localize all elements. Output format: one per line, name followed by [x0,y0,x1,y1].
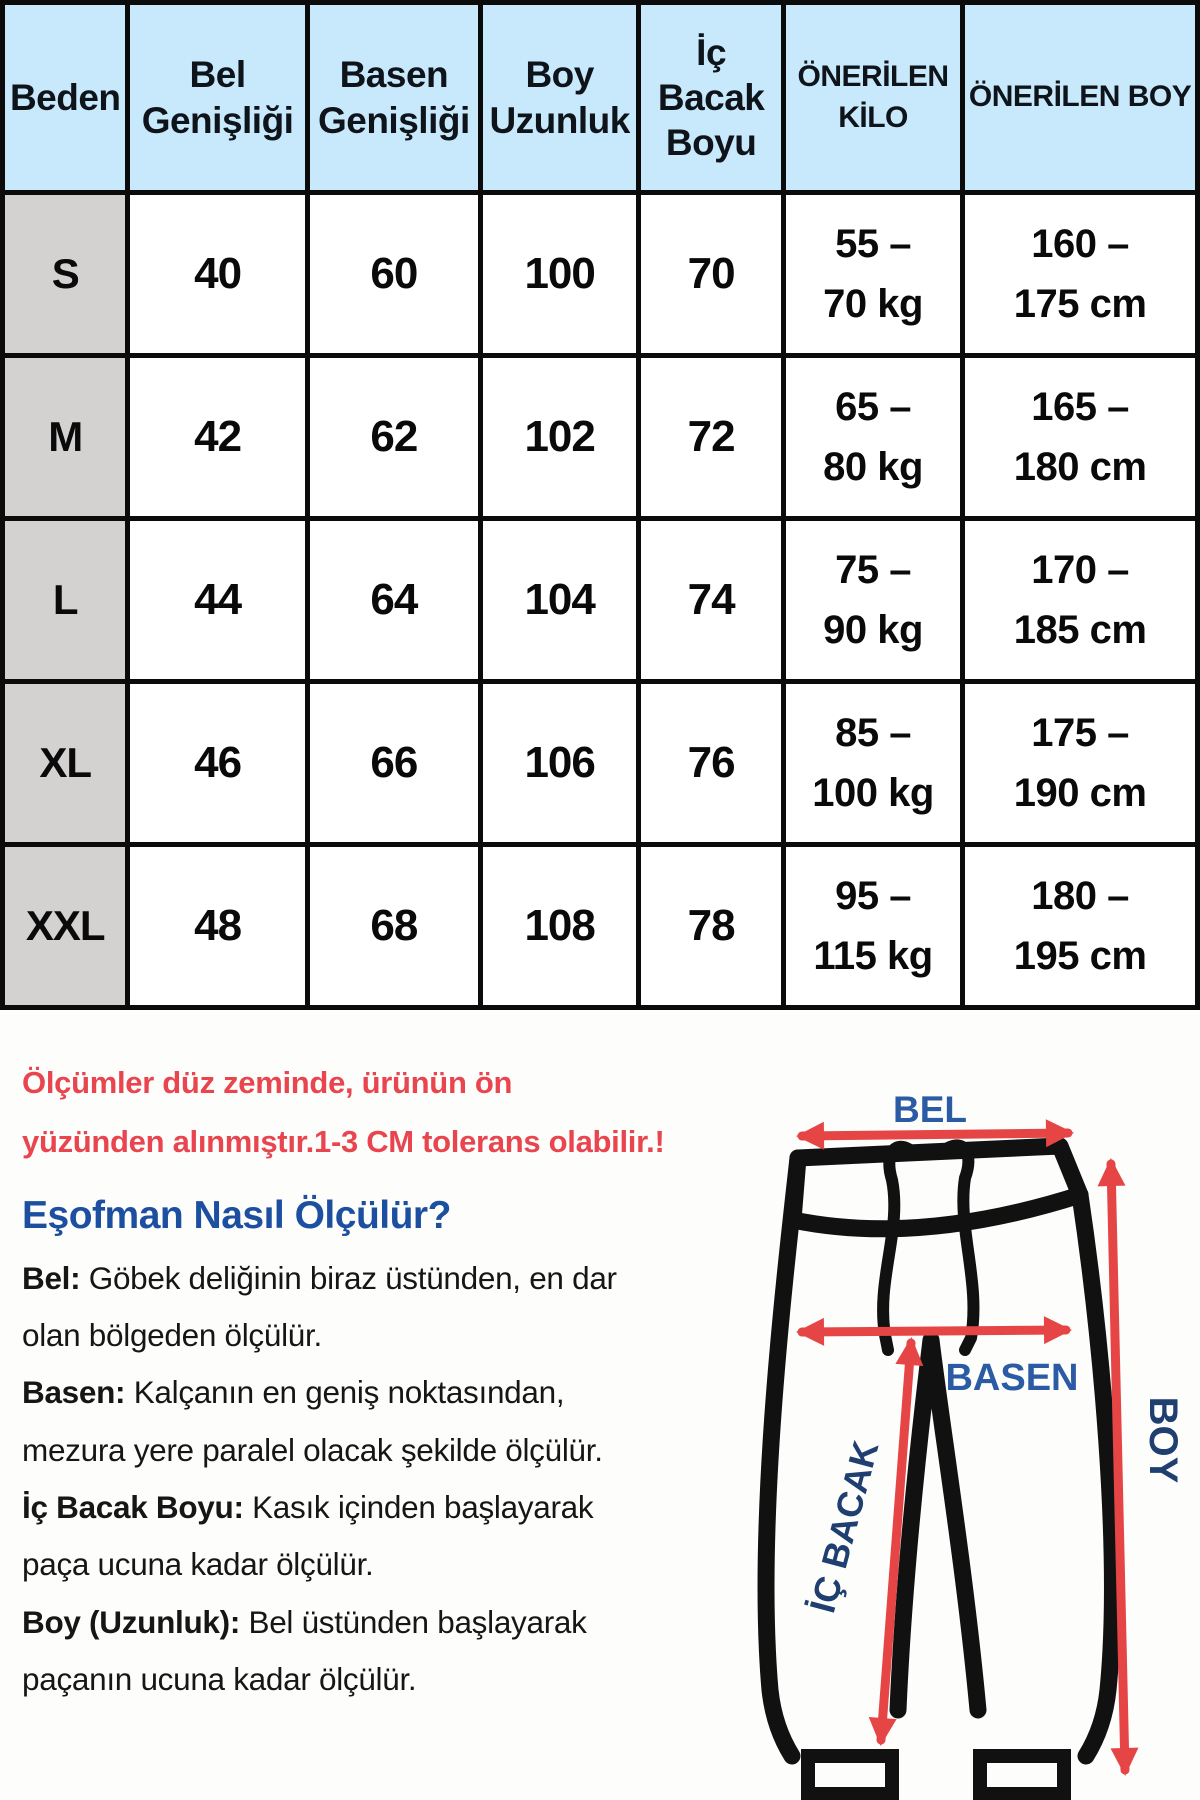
cell-ic-bacak: 74 [636,516,786,684]
header-boy-uzunluk: Boy Uzunluk [477,0,642,195]
pants-measurement-diagram: BEL BASEN BOY İÇ BACAK [757,1089,1185,1800]
cell-boy-araligi: 175 – 190 cm [960,679,1200,847]
cell-size: L [0,516,131,684]
table-row-s: S 40 60 100 70 55 – 70 kg 160 – 175 cm [0,190,1200,358]
cell-kilo: 95 – 115 kg [780,842,966,1010]
drawstring-right [942,1139,980,1356]
cell-size: XL [0,679,131,847]
bel-label: BEL [893,1089,967,1130]
bel-arrow [796,1119,1074,1150]
note-ic-bacak-term: İç Bacak Boyu: [22,1489,244,1526]
note-bel: Bel: Göbek deliğinin biraz üstünden, en … [22,1250,702,1365]
note-basen-term: Basen: [22,1374,126,1411]
left-cuff [801,1749,899,1800]
cell-kilo: 65 – 80 kg [780,353,966,521]
table-row-l: L 44 64 104 74 75 – 90 kg 170 – 185 cm [0,516,1200,684]
ic-bacak-arrow [868,1337,924,1746]
cell-kilo: 55 – 70 kg [780,190,966,358]
header-basen-genisligi: Basen Genişliği [304,0,483,195]
table-row-xl: XL 46 66 106 76 85 – 100 kg 175 – 190 cm [0,679,1200,847]
cell-boy: 100 [477,190,642,358]
left-leg-outer [757,1149,807,1765]
basen-arrow [796,1316,1072,1346]
right-cuff [973,1749,1071,1800]
cell-bel: 48 [125,842,310,1010]
howto-heading: Eşofman Nasıl Ölçülür? [22,1193,451,1237]
cell-boy: 106 [477,679,642,847]
cell-ic-bacak: 70 [636,190,786,358]
cell-bel: 46 [125,679,310,847]
cell-bel: 42 [125,353,310,521]
cell-kilo: 75 – 90 kg [780,516,966,684]
header-beden: Beden [0,0,131,195]
ic-bacak-label: İÇ BACAK [801,1436,886,1617]
boy-arrow [1097,1158,1139,1776]
drawstring-left [877,1140,916,1356]
pants-outline [757,1137,1121,1800]
header-ic-bacak-boyu: İç Bacak Boyu [636,0,786,195]
cell-basen: 62 [304,353,483,521]
cell-basen: 60 [304,190,483,358]
cell-boy: 104 [477,516,642,684]
cell-bel: 40 [125,190,310,358]
cell-boy-araligi: 165 – 180 cm [960,353,1200,521]
cell-boy: 108 [477,842,642,1010]
cell-basen: 66 [304,679,483,847]
note-bel-term: Bel: [22,1259,81,1296]
note-boy-desc: Bel üstünden başlayarak paçanın ucuna ka… [22,1603,587,1698]
header-onerilen-kilo: ÖNERİLEN KİLO [780,0,966,195]
note-boy-term: Boy (Uzunluk): [22,1603,241,1640]
cell-boy-araligi: 170 – 185 cm [960,516,1200,684]
header-bel-genisligi: Bel Genişliği [125,0,310,195]
cell-boy-araligi: 180 – 195 cm [960,842,1200,1010]
measurement-warning: Ölçümler düz zeminde, ürünün ön yüzünden… [22,1065,665,1159]
cell-bel: 44 [125,516,310,684]
size-table: Beden Bel Genişliği Basen Genişliği Boy … [0,0,1200,1010]
cell-kilo: 85 – 100 kg [780,679,966,847]
table-row-m: M 42 62 102 72 65 – 80 kg 165 – 180 cm [0,353,1200,521]
note-basen-desc: Kalçanın en geniş noktasından, mezura ye… [22,1374,603,1468]
cell-basen: 68 [304,842,483,1010]
waistband-bottom [784,1186,1089,1238]
measurement-arrows [796,1119,1139,1776]
header-row: Beden Bel Genişliği Basen Genişliği Boy … [0,0,1200,195]
right-leg-outer [1071,1186,1121,1765]
cell-ic-bacak: 76 [636,679,786,847]
note-ic-bacak: İç Bacak Boyu: Kasık içinden başlayarak … [22,1479,702,1594]
note-boy: Boy (Uzunluk): Bel üstünden başlayarak p… [22,1594,702,1709]
basen-label: BASEN [945,1357,1078,1399]
note-ic-bacak-desc: Kasık içinden başlayarak paça ucuna kada… [22,1489,594,1583]
note-bel-desc: Göbek deliğinin biraz üstünden, en dar o… [22,1259,617,1354]
waistband-top [789,1137,1089,1204]
cell-size: M [0,353,131,521]
cell-basen: 64 [304,516,483,684]
notes-section: Ölçümler düz zeminde, ürünün ön yüzünden… [22,1054,862,1708]
note-basen: Basen: Kalçanın en geniş noktasından, me… [22,1364,702,1479]
cell-ic-bacak: 78 [636,842,786,1010]
cell-boy: 102 [477,353,642,521]
cell-size: XXL [0,842,131,1010]
cell-boy-araligi: 160 – 175 cm [960,190,1200,358]
cell-ic-bacak: 72 [636,353,786,521]
cell-size: S [0,190,131,358]
header-onerilen-boy: ÖNERİLEN BOY [960,0,1200,195]
table-row-xxl: XXL 48 68 108 78 95 – 115 kg 180 – 195 c… [0,842,1200,1010]
boy-label: BOY [1141,1397,1185,1484]
